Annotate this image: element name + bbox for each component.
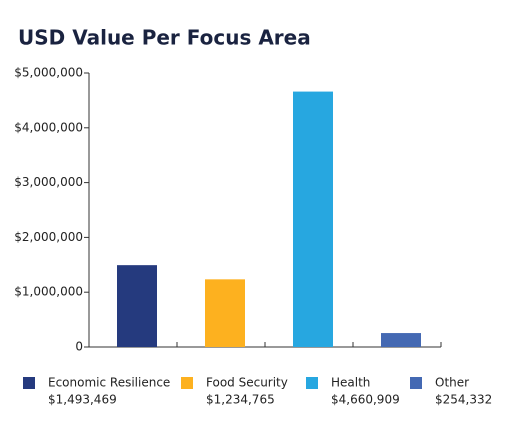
bar [381,333,421,347]
legend-value: $1,234,765 [206,393,275,407]
bar [117,265,157,347]
bar [205,279,245,347]
legend-label: Other [435,376,469,390]
legend-label: Economic Resilience [48,376,170,390]
y-tick-label: $1,000,000 [14,285,83,299]
bar [293,91,333,347]
legend-swatch [181,377,193,389]
legend-label: Food Security [206,376,288,390]
chart-title: USD Value Per Focus Area [18,26,311,50]
y-tick-label: $2,000,000 [14,230,83,244]
y-tick-label: $4,000,000 [14,120,83,134]
legend-swatch [23,377,35,389]
legend-label: Health [331,376,370,390]
y-tick-label: 0 [75,340,83,354]
legend-swatch [410,377,422,389]
legend-value: $1,493,469 [48,393,117,407]
legend-value: $4,660,909 [331,393,400,407]
legend-swatch [306,377,318,389]
legend-value: $254,332 [435,393,492,407]
y-tick-label: $5,000,000 [14,66,83,80]
y-tick-label: $3,000,000 [14,175,83,189]
